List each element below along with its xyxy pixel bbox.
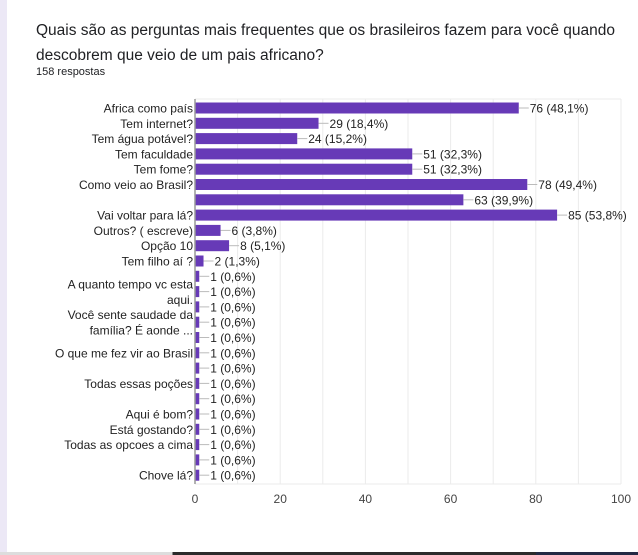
bar — [195, 224, 221, 236]
taskbar — [0, 552, 638, 555]
category-label: Tem faculdade — [115, 147, 193, 161]
x-tick-label: 0 — [192, 492, 199, 506]
bar — [195, 209, 558, 221]
bar — [195, 102, 519, 114]
data-label: 1 (0,6%) — [210, 377, 255, 391]
category-label: Africa como país — [104, 102, 193, 116]
bar — [195, 332, 200, 343]
data-label: 78 (49,4%) — [538, 178, 597, 192]
data-label: 1 (0,6%) — [210, 362, 255, 376]
data-label: 24 (15,2%) — [308, 132, 367, 146]
bar — [195, 469, 200, 481]
category-label: Todas essas poções — [84, 377, 193, 391]
bar — [195, 270, 200, 282]
category-label: Tem internet? — [120, 117, 193, 131]
data-label: 85 (53,8%) — [568, 209, 627, 223]
bar — [195, 117, 319, 129]
category-label: A quanto tempo vc esta — [68, 277, 194, 291]
category-label: Tem fome? — [134, 163, 194, 177]
x-tick-label: 60 — [444, 492, 458, 506]
data-label: 1 (0,6%) — [210, 453, 255, 467]
data-label: 1 (0,6%) — [210, 346, 255, 360]
data-label: 63 (39,9%) — [474, 193, 533, 207]
response-count: 158 respostas — [36, 66, 106, 78]
data-label: 29 (18,4%) — [330, 117, 389, 131]
data-label: 51 (32,3%) — [423, 147, 482, 161]
x-tick-label: 100 — [611, 492, 631, 506]
data-label: 1 (0,6%) — [210, 438, 255, 452]
category-label: aqui. — [167, 293, 193, 307]
data-label: 6 (3,8%) — [232, 224, 277, 238]
data-label: 1 (0,6%) — [210, 285, 255, 299]
data-label: 76 (48,1%) — [530, 102, 589, 116]
category-label: Como veio ao Brasil? — [79, 178, 193, 192]
category-label: Opção 10 — [141, 239, 193, 253]
data-label: 51 (32,3%) — [423, 163, 482, 177]
data-label: 1 (0,6%) — [210, 300, 255, 314]
bar — [195, 286, 200, 298]
data-label: 1 (0,6%) — [210, 423, 255, 437]
category-label: família? É aonde ... — [90, 322, 193, 337]
category-label: Outros? ( escreve) — [94, 224, 193, 238]
bar — [195, 423, 200, 435]
category-label: Chove lá? — [139, 469, 193, 483]
bar — [195, 255, 204, 267]
bar — [195, 133, 298, 145]
data-label: 1 (0,6%) — [210, 392, 255, 406]
question-title: Quais são as perguntas mais frequentes q… — [36, 22, 616, 64]
bar — [195, 362, 200, 374]
category-label: Aqui é bom? — [126, 408, 194, 422]
category-label: Tem água potável? — [92, 132, 194, 146]
bar — [195, 240, 230, 252]
bar — [195, 377, 200, 389]
bar — [195, 439, 200, 451]
bar — [195, 194, 464, 206]
bar — [195, 454, 200, 466]
x-tick-label: 80 — [529, 492, 543, 506]
data-label: 8 (5,1%) — [240, 239, 285, 253]
bar — [195, 347, 200, 359]
category-label: Tem filho aí ? — [122, 255, 194, 269]
category-label: Vai voltar para lá? — [97, 209, 193, 223]
bar — [195, 179, 528, 190]
data-label: 1 (0,6%) — [210, 270, 255, 284]
bar — [195, 301, 200, 313]
category-label: Todas as opcoes a cima — [64, 438, 193, 452]
bar — [195, 408, 200, 420]
data-label: 1 (0,6%) — [210, 408, 255, 422]
data-label: 1 (0,6%) — [210, 469, 255, 483]
bar — [195, 163, 413, 175]
category-label: Está gostando? — [110, 423, 194, 437]
data-label: 1 (0,6%) — [210, 331, 255, 345]
category-label: Você sente saudade da — [68, 308, 194, 322]
data-label: 1 (0,6%) — [210, 316, 255, 330]
bar — [195, 393, 200, 405]
x-tick-label: 20 — [274, 492, 288, 506]
category-label: O que me fez vir ao Brasil — [55, 346, 193, 360]
x-tick-label: 40 — [359, 492, 373, 506]
data-label: 2 (1,3%) — [215, 255, 260, 269]
bar — [195, 316, 200, 328]
bar — [195, 148, 413, 160]
